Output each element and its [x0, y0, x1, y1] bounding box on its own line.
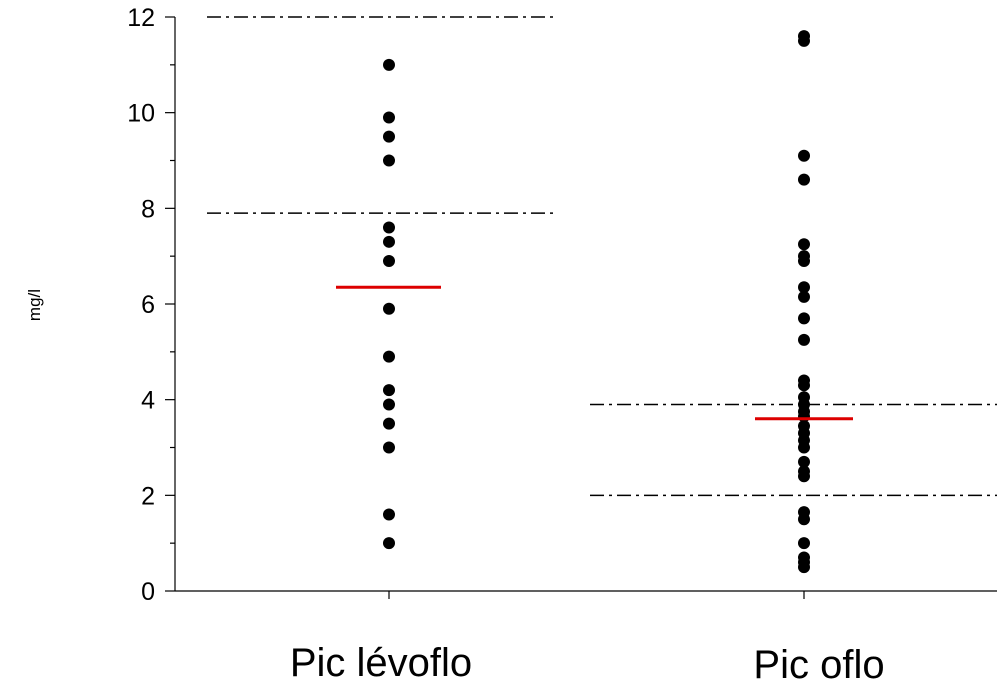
- data-point: [798, 254, 810, 267]
- reference-lines: [207, 16, 997, 497]
- x-category-ticks: [388, 591, 805, 599]
- data-point: [383, 130, 395, 143]
- data-point: [383, 384, 395, 397]
- median-lines: [336, 285, 853, 421]
- y-tick-label: 6: [141, 291, 155, 319]
- data-point: [798, 379, 810, 392]
- y-axis-title: mg/l: [25, 289, 44, 321]
- data-point: [383, 508, 395, 521]
- y-tick-label: 8: [141, 195, 155, 223]
- category-label: Pic lévoflo: [290, 641, 472, 681]
- data-point: [383, 154, 395, 167]
- data-point: [798, 281, 810, 294]
- data-point: [383, 350, 395, 363]
- data-point: [798, 455, 810, 468]
- data-point: [383, 398, 395, 411]
- data-point: [798, 537, 810, 550]
- data-point: [383, 417, 395, 430]
- data-point: [798, 173, 810, 186]
- data-points: [383, 30, 810, 574]
- y-tick-label: 2: [141, 482, 155, 510]
- data-point: [798, 561, 810, 574]
- y-ticks: 0 2 4 6 8 10 12: [127, 4, 175, 606]
- data-point: [798, 470, 810, 483]
- y-tick-label: 10: [127, 100, 155, 128]
- y-tick-label: 0: [141, 578, 155, 606]
- data-point: [798, 290, 810, 303]
- y-tick-label: 4: [141, 387, 155, 415]
- data-point: [383, 537, 395, 550]
- y-tick-label: 12: [127, 4, 155, 32]
- data-point: [798, 34, 810, 47]
- data-point: [798, 441, 810, 454]
- data-point: [798, 149, 810, 162]
- category-labels: Pic lévoflo Pic oflo: [290, 641, 885, 681]
- data-point: [383, 221, 395, 234]
- data-point: [383, 235, 395, 248]
- data-point: [798, 238, 810, 251]
- data-point: [798, 333, 810, 346]
- data-point: [383, 302, 395, 315]
- data-point: [383, 254, 395, 267]
- category-label: Pic oflo: [753, 643, 884, 681]
- data-point: [383, 58, 395, 71]
- data-point: [798, 513, 810, 526]
- data-point: [383, 441, 395, 454]
- data-point: [798, 312, 810, 325]
- data-point: [383, 111, 395, 124]
- axes: [174, 17, 997, 592]
